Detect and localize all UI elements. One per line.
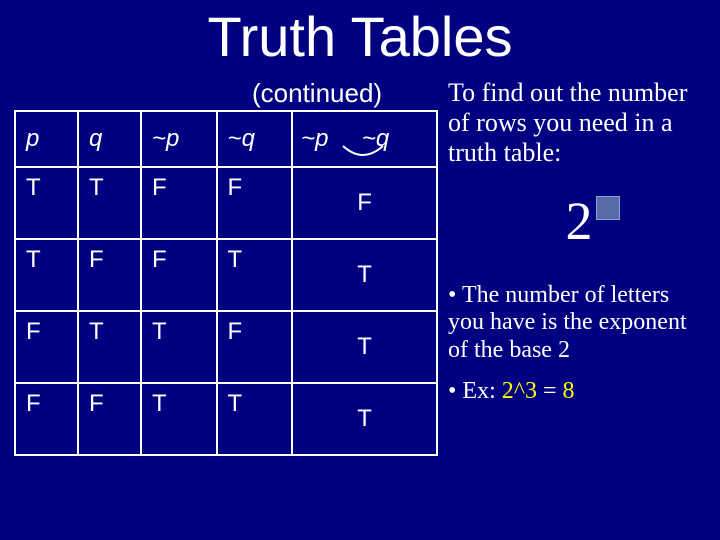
table-header-row: p q ~p ~q ~p ~q <box>15 111 437 167</box>
cell: T <box>15 239 78 311</box>
base-number: 2 <box>566 190 593 252</box>
cell: T <box>217 383 293 455</box>
cell: T <box>292 383 437 455</box>
base-display: 2 <box>448 190 710 260</box>
col-not-q: ~q <box>217 111 293 167</box>
example-equals: = <box>537 378 563 404</box>
col-p: p <box>15 111 78 167</box>
table-row: F F T T T <box>15 383 437 455</box>
page-title: Truth Tables <box>0 0 720 69</box>
table-row: T F F T T <box>15 239 437 311</box>
cell: T <box>217 239 293 311</box>
truth-table: p q ~p ~q ~p ~q T T F F F T F F T T <box>14 110 438 456</box>
cell: T <box>78 167 141 239</box>
cell: F <box>292 167 437 239</box>
cell: F <box>141 167 217 239</box>
subtitle: (continued) <box>252 78 382 109</box>
col-notp-notq: ~p ~q <box>292 111 437 167</box>
bullet-example: • Ex: 2^3 = 8 <box>448 378 710 405</box>
cell: F <box>217 311 293 383</box>
cell: F <box>15 311 78 383</box>
bullet-prefix: • <box>448 282 462 308</box>
cell: T <box>141 311 217 383</box>
connector-curve-icon <box>341 144 385 160</box>
col-q: q <box>78 111 141 167</box>
cell: F <box>141 239 217 311</box>
example-result: 8 <box>563 378 575 404</box>
exponent-placeholder-icon <box>596 196 620 220</box>
cell: F <box>15 383 78 455</box>
cell: T <box>292 239 437 311</box>
col-not-p: ~p <box>141 111 217 167</box>
example-expression: 2^3 <box>502 378 537 404</box>
table-row: T T F F F <box>15 167 437 239</box>
bullet-prefix: • Ex: <box>448 378 502 404</box>
cell: F <box>78 239 141 311</box>
header-left: ~p <box>301 125 328 152</box>
cell: T <box>141 383 217 455</box>
table-row: F T T F T <box>15 311 437 383</box>
bullet-text: The number of letters you have is the ex… <box>448 282 687 363</box>
bullet-exponent-rule: • The number of letters you have is the … <box>448 282 710 365</box>
intro-text: To find out the number of rows you need … <box>448 78 710 168</box>
right-panel: To find out the number of rows you need … <box>448 78 710 405</box>
cell: T <box>292 311 437 383</box>
cell: F <box>78 383 141 455</box>
cell: T <box>15 167 78 239</box>
cell: F <box>217 167 293 239</box>
cell: T <box>78 311 141 383</box>
